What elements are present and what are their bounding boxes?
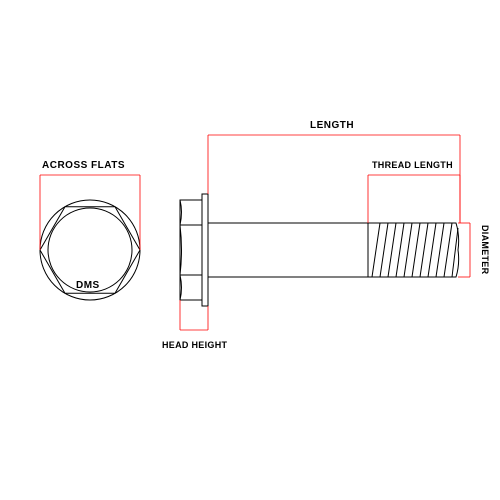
bolt-side-view — [180, 194, 459, 306]
dim-diameter: DIAMETER — [458, 223, 490, 277]
label-thread-length: THREAD LENGTH — [372, 160, 453, 170]
label-across-flats: ACROSS FLATS — [42, 160, 125, 171]
bolt-diagram: ACROSS FLATS DMS — [0, 0, 500, 500]
label-dms: DMS — [76, 280, 100, 291]
label-head-height: HEAD HEIGHT — [162, 340, 228, 350]
label-diameter: DIAMETER — [480, 225, 490, 275]
dim-head-height: HEAD HEIGHT — [162, 300, 228, 350]
dim-thread-length: THREAD LENGTH — [368, 160, 460, 223]
dim-length: LENGTH — [208, 120, 460, 223]
label-length: LENGTH — [310, 120, 354, 131]
